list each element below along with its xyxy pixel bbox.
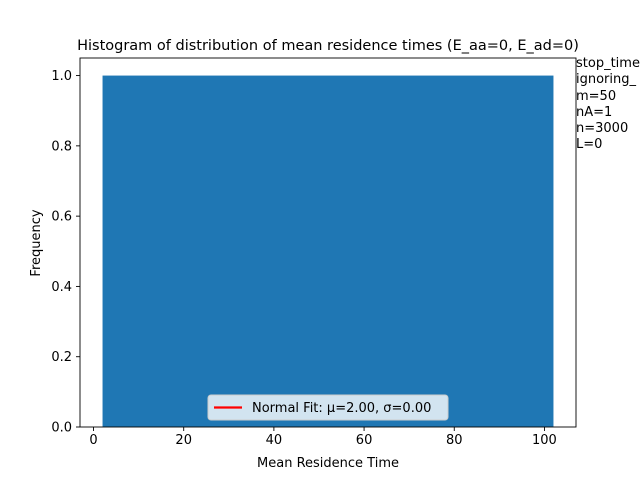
x-tick-label: 80 bbox=[446, 433, 463, 448]
x-tick-label: 40 bbox=[266, 433, 283, 448]
x-tick-label: 60 bbox=[356, 433, 373, 448]
x-axis-ticks: 0 20 40 60 80 100 bbox=[89, 427, 557, 448]
parameter-annotation: stop_time ignoring_ m=50 nA=1 n=3000 L=0 bbox=[576, 56, 640, 154]
annotation-line: ignoring_ bbox=[576, 72, 637, 88]
y-axis-ticks: 0.0 0.2 0.4 0.6 0.8 1.0 bbox=[51, 69, 80, 436]
plot-frame bbox=[79, 57, 577, 428]
x-tick-label: 20 bbox=[175, 433, 192, 448]
y-tick-label: 0.4 bbox=[51, 280, 72, 295]
x-tick-label: 0 bbox=[89, 433, 97, 448]
x-tick-label: 100 bbox=[532, 433, 557, 448]
y-axis-label: Frequency bbox=[29, 209, 44, 276]
y-tick-label: 0.8 bbox=[51, 139, 72, 154]
x-axis-label: Mean Residence Time bbox=[257, 456, 399, 471]
y-tick-label: 0.6 bbox=[51, 210, 72, 225]
annotation-line: L=0 bbox=[576, 137, 603, 153]
legend: Normal Fit: μ=2.00, σ=0.00 bbox=[207, 394, 449, 421]
legend-box bbox=[207, 394, 449, 421]
annotation-line: n=3000 bbox=[576, 121, 629, 137]
y-tick-label: 0.0 bbox=[51, 421, 72, 436]
bars-group bbox=[102, 75, 554, 428]
chart-title: Histogram of distribution of mean reside… bbox=[77, 38, 579, 54]
annotation-line: nA=1 bbox=[576, 104, 613, 120]
legend-label: Normal Fit: μ=2.00, σ=0.00 bbox=[252, 401, 431, 416]
annotation-line: m=50 bbox=[576, 88, 617, 104]
y-tick-label: 1.0 bbox=[51, 69, 72, 84]
histogram-bar bbox=[102, 75, 554, 428]
y-tick-label: 0.2 bbox=[51, 350, 72, 365]
annotation-line: stop_time bbox=[576, 56, 640, 71]
